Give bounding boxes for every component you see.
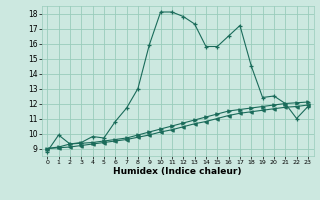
X-axis label: Humidex (Indice chaleur): Humidex (Indice chaleur) <box>113 167 242 176</box>
